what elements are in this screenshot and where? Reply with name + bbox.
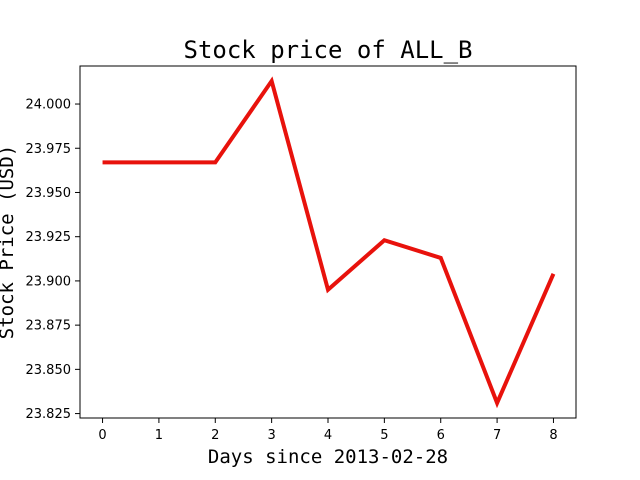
- y-tick-label: 23.900: [26, 274, 72, 289]
- x-axis-ticks: 0 1 2 3 4 5 6 7 8: [98, 418, 558, 443]
- x-tick-label: 1: [155, 428, 163, 443]
- price-series-line: [102, 76, 556, 409]
- x-tick-label: 8: [549, 428, 557, 443]
- x-tick-label: 2: [211, 428, 219, 443]
- y-tick-label: 23.975: [26, 142, 72, 157]
- chart-title: Stock price of ALL_B: [184, 36, 473, 64]
- x-tick-label: 6: [437, 428, 445, 443]
- y-tick-label: 23.850: [26, 363, 72, 378]
- y-axis-label: Stock Price (USD): [0, 145, 18, 339]
- y-tick-label: 23.950: [26, 186, 72, 201]
- plot-area-frame: [79, 65, 577, 419]
- y-tick-label: 23.875: [26, 319, 72, 334]
- x-tick-label: 0: [98, 428, 106, 443]
- x-tick-label: 7: [493, 428, 501, 443]
- x-tick-label: 4: [324, 428, 332, 443]
- y-axis-ticks: 23.825 23.850 23.875 23.900 23.925 23.950 23.9…: [26, 98, 80, 422]
- x-tick-label: 5: [380, 428, 388, 443]
- y-tick-label: 24.000: [26, 98, 72, 113]
- x-axis-label: Days since 2013-02-28: [208, 446, 448, 468]
- y-tick-label: 23.925: [26, 230, 72, 245]
- x-tick-label: 3: [267, 428, 275, 443]
- y-tick-label: 23.825: [26, 407, 72, 422]
